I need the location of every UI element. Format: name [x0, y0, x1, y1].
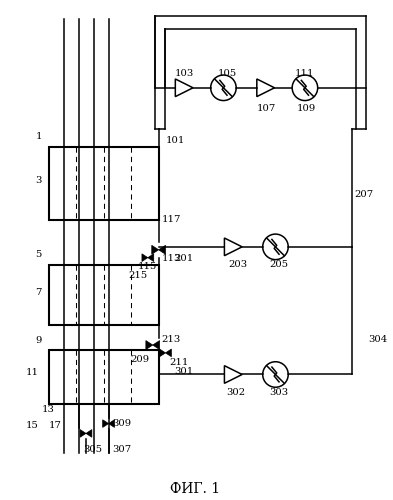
Polygon shape	[86, 430, 92, 437]
Text: 103: 103	[174, 69, 194, 78]
Text: 205: 205	[270, 260, 289, 268]
Text: 213: 213	[162, 335, 181, 344]
Text: 3: 3	[35, 176, 42, 184]
Text: 209: 209	[130, 355, 149, 364]
Polygon shape	[146, 340, 153, 349]
Text: 7: 7	[35, 288, 42, 296]
Text: 302: 302	[226, 388, 246, 397]
Text: 109: 109	[297, 104, 316, 114]
Polygon shape	[80, 430, 86, 437]
Polygon shape	[103, 420, 108, 428]
Text: 101: 101	[165, 136, 185, 145]
Text: 115: 115	[138, 262, 157, 270]
Polygon shape	[108, 420, 114, 428]
Text: 301: 301	[174, 366, 194, 376]
Text: 211: 211	[169, 358, 189, 367]
Bar	[49, 264, 159, 326]
Polygon shape	[152, 246, 159, 254]
Text: 105: 105	[218, 69, 237, 78]
Text: 107: 107	[257, 104, 276, 114]
Polygon shape	[142, 254, 148, 262]
Bar	[49, 146, 159, 220]
Text: 11: 11	[26, 368, 39, 377]
Polygon shape	[153, 340, 160, 349]
Text: 113: 113	[162, 254, 181, 262]
Text: 17: 17	[49, 421, 61, 430]
Polygon shape	[159, 246, 165, 254]
Text: 5: 5	[35, 250, 42, 259]
Text: 207: 207	[354, 190, 373, 199]
Text: 1: 1	[35, 132, 42, 141]
Polygon shape	[160, 349, 165, 356]
Text: 303: 303	[270, 388, 289, 397]
Polygon shape	[165, 349, 171, 356]
Bar	[49, 350, 159, 404]
Text: 13: 13	[42, 406, 55, 414]
Text: 305: 305	[83, 445, 102, 454]
Text: 117: 117	[162, 216, 181, 224]
Text: 111: 111	[295, 69, 315, 78]
Text: 201: 201	[174, 254, 194, 262]
Text: 9: 9	[35, 336, 42, 344]
Text: 203: 203	[228, 260, 248, 268]
Polygon shape	[148, 254, 154, 262]
Text: 307: 307	[112, 445, 132, 454]
Text: 215: 215	[128, 272, 147, 280]
Text: ФИГ. 1: ФИГ. 1	[170, 482, 220, 496]
Text: 15: 15	[26, 421, 39, 430]
Text: 309: 309	[112, 418, 132, 428]
Text: 304: 304	[368, 335, 387, 344]
